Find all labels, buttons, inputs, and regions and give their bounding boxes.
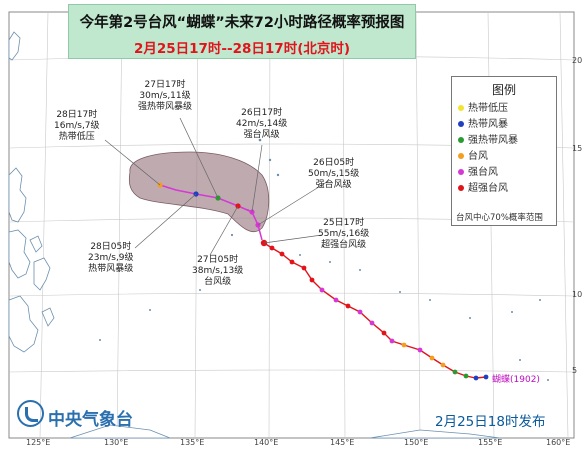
map-title: 今年第2号台风“蝴蝶”未来72小时路径概率预报图 xyxy=(79,15,405,31)
lat-label-15: 15 xyxy=(572,144,583,153)
past-track-markers xyxy=(260,239,489,381)
td-dot-icon xyxy=(458,105,464,111)
legend-title: 图例 xyxy=(491,83,516,97)
land-philippines xyxy=(8,167,55,353)
publish-time: 2月25日18时发布 xyxy=(435,414,546,430)
legend-item-ts: 热带风暴 xyxy=(458,115,508,130)
supty-dot-icon xyxy=(458,185,464,191)
land-south xyxy=(69,424,501,439)
ty-dot-icon xyxy=(458,153,464,159)
storm-name-label: 蝴蝶(1902) xyxy=(492,375,540,385)
callout-26-05: 26日05时 50m/s,15级 强台风级 xyxy=(308,158,360,190)
legend-item-ty: 台风 xyxy=(458,147,488,162)
callout-26-17: 26日17时 42m/s,14级 强台风级 xyxy=(236,108,288,140)
callout-leaders xyxy=(104,117,331,256)
lon-label-125: 125°E xyxy=(26,438,51,447)
callout-27-17: 27日17时 30m/s,11级 强热带风暴级 xyxy=(138,80,193,112)
probability-area xyxy=(128,151,270,233)
lon-label-145: 145°E xyxy=(330,438,355,447)
cma-logo-icon xyxy=(17,400,44,427)
callout-25-17: 25日17时 55m/s,16级 超强台风级 xyxy=(318,218,370,250)
ts-dot-icon xyxy=(458,121,464,127)
lon-label-155: 155°E xyxy=(478,438,503,447)
lon-label-150: 150°E xyxy=(404,438,429,447)
legend: 图例 热带低压 热带风暴 强热带风暴 台风 强台风 超强台风 台风中心70%概率… xyxy=(451,76,557,226)
agency-name: 中央气象台 xyxy=(48,410,133,430)
legend-item-supty: 超强台风 xyxy=(458,179,508,194)
legend-prob-label: 台风中心70%概率范围 xyxy=(456,213,543,223)
map-subtitle: 2月25日17时--28日17时(北京时) xyxy=(133,41,351,57)
legend-item-sts: 强热带风暴 xyxy=(458,131,518,146)
sts-dot-icon xyxy=(458,137,464,143)
lon-label-135: 135°E xyxy=(180,438,205,447)
legend-item-sty: 强台风 xyxy=(458,163,498,178)
sty-dot-icon xyxy=(458,169,464,175)
land-north xyxy=(8,31,21,61)
callout-28-05: 28日05时 23m/s,9级 热带风暴级 xyxy=(88,242,134,274)
lat-label-20: 20 xyxy=(572,56,583,65)
lon-label-140: 140°E xyxy=(254,438,279,447)
callout-27-05: 27日05时 38m/s,13级 台风级 xyxy=(192,255,244,287)
title-panel: 今年第2号台风“蝴蝶”未来72小时路径概率预报图 2月25日17时--28日17… xyxy=(68,4,416,59)
legend-item-td: 热带低压 xyxy=(458,99,508,114)
lon-label-130: 130°E xyxy=(104,438,129,447)
lat-label-5: 5 xyxy=(572,366,578,375)
lat-label-10: 10 xyxy=(572,290,583,299)
lon-label-160: 160°E xyxy=(546,438,571,447)
callout-28-17: 28日17时 16m/s,7级 热带低压 xyxy=(54,110,100,142)
